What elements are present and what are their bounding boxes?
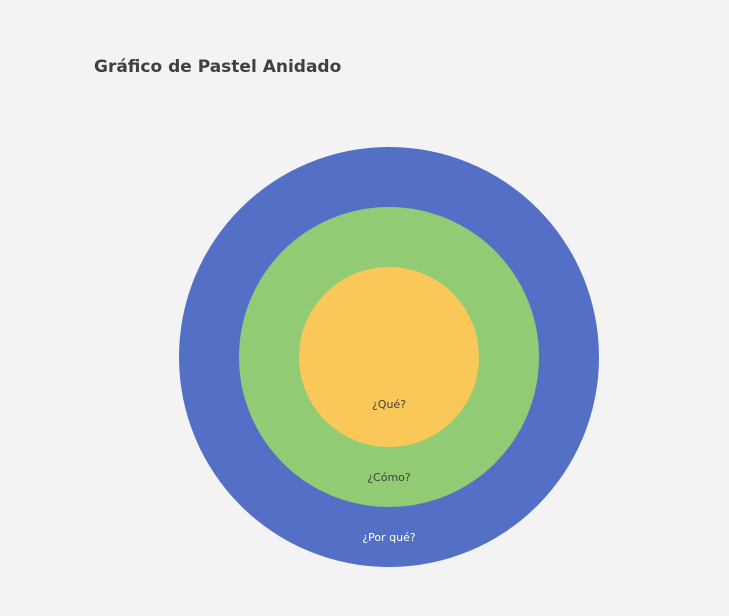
chart-title: Gráfico de Pastel Anidado [94, 57, 342, 77]
ring-label-1: ¿Cómo? [367, 471, 411, 484]
ring-2[interactable] [299, 267, 479, 447]
ring-label-2: ¿Qué? [372, 398, 406, 411]
ring-label-0: ¿Por qué? [362, 531, 416, 544]
